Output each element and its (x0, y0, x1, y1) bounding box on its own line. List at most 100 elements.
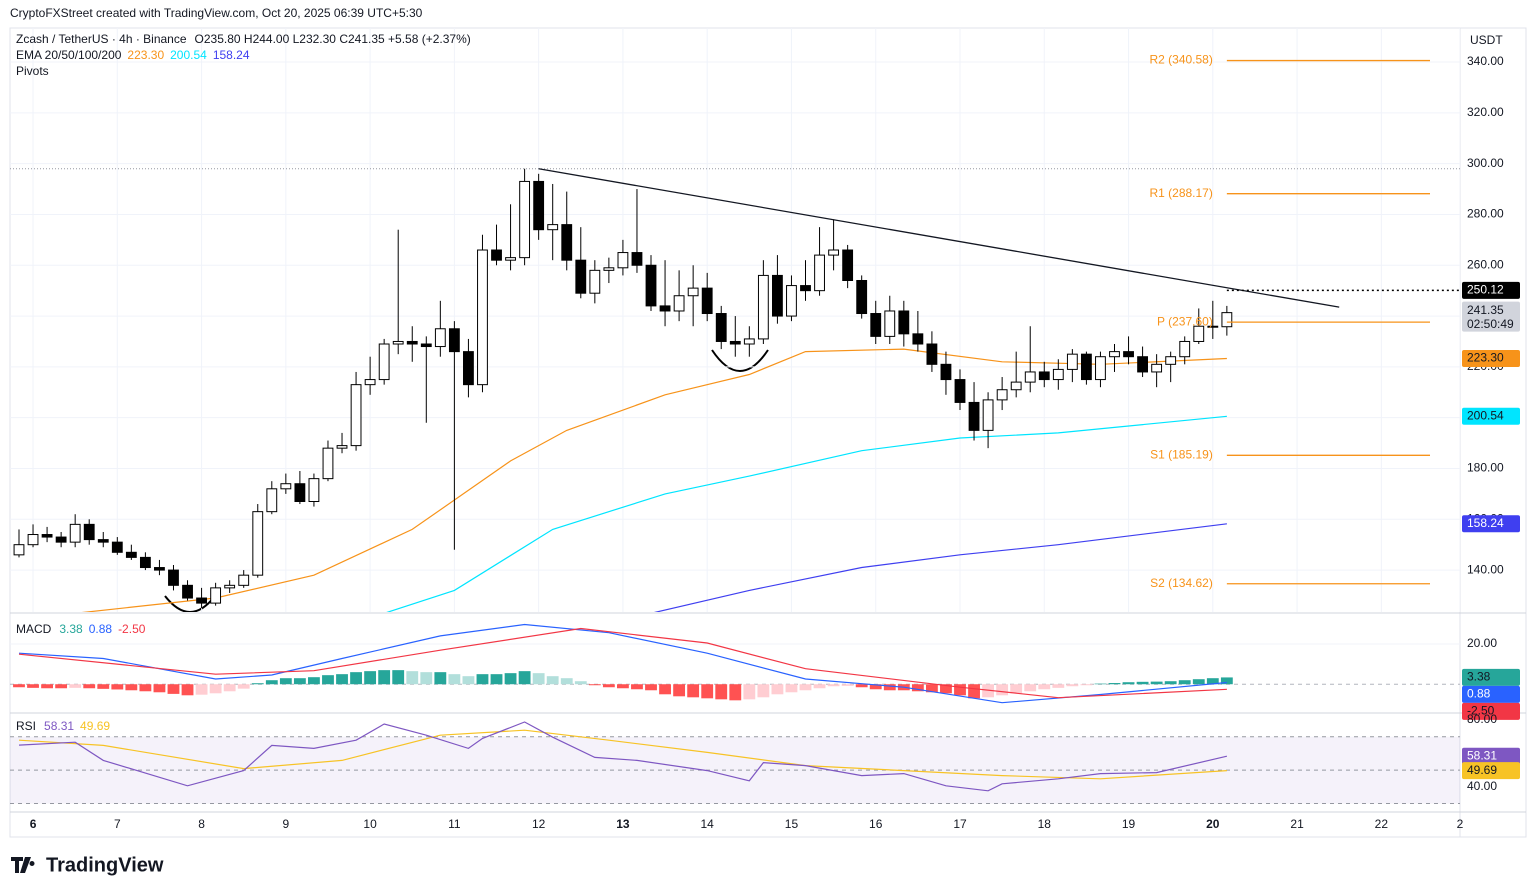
macd-histogram-bar (785, 684, 798, 693)
trendline (538, 168, 1340, 308)
ema-line (81, 348, 1227, 612)
candle-body (463, 351, 474, 386)
rsi-ma-value: 49.69 (1467, 763, 1497, 777)
rsi-ma-value-box (1462, 762, 1520, 780)
macd-value-box (1462, 685, 1520, 703)
candle-body (350, 384, 362, 447)
candle-body (926, 343, 938, 365)
candle-body (378, 343, 390, 381)
macd-histogram-bar (771, 684, 784, 695)
candle-body (617, 252, 629, 269)
currency: USDT (1470, 33, 1503, 47)
candle-body (898, 310, 910, 335)
ohlc: O235.80 H244.00 L232.30 C241.35 +5.58 (+… (195, 32, 471, 46)
macd-histogram-bar (83, 684, 96, 689)
y-tick-label: 340.00 (1467, 54, 1504, 68)
candle-body (968, 401, 980, 431)
macd-tick-label: 20.00 (1467, 636, 1497, 650)
candle-body (224, 584, 236, 589)
candle-body (870, 313, 882, 337)
y-tick-label: 260.00 (1467, 257, 1504, 271)
macd-histogram-bar (954, 684, 966, 696)
x-tick-label: 8 (198, 817, 205, 831)
macd-histogram-bar (827, 684, 840, 687)
legend-rsi: RSI 58.31 49.69 (16, 719, 110, 733)
macd-histogram-bar (490, 674, 503, 685)
macd-histogram-bar (1122, 682, 1135, 685)
candle-body (1066, 353, 1078, 370)
ema-value: 158.24 (1467, 516, 1504, 530)
macd-histogram-bar (448, 674, 461, 685)
y-tick-label: 320.00 (1467, 105, 1504, 119)
rsi-tick-label: 40.00 (1467, 779, 1497, 793)
candle-body (631, 252, 643, 266)
countdown: 02:50:49 (1467, 317, 1514, 331)
macd-histogram-bar (701, 684, 714, 699)
macd-histogram-bar (322, 675, 334, 685)
candle-body (1038, 371, 1050, 381)
candle-body (139, 556, 151, 569)
macd-histogram-bar (251, 683, 264, 685)
candle-body (828, 249, 840, 256)
macd-histogram-bar (715, 684, 728, 700)
level-label-box (1462, 281, 1520, 299)
x-tick-label: 19 (1122, 817, 1136, 831)
ema-value: 223.30 (1467, 351, 1504, 365)
candle-body (547, 224, 559, 231)
y-tick-label: 300.00 (1467, 156, 1504, 170)
legend-pivots: Pivots (16, 64, 49, 78)
x-tick-label: 13 (616, 817, 630, 831)
candle-body (294, 483, 306, 502)
pivot-label: R2 (340.58) (1149, 53, 1212, 67)
logo-text: TradingView (46, 854, 164, 876)
macd-histogram-bar (940, 684, 952, 694)
macd-histogram-bar (659, 684, 671, 695)
rsi-line (18, 721, 1228, 792)
x-tick-label: 20 (1206, 817, 1220, 831)
candle-body (1052, 368, 1064, 381)
candle-body (154, 567, 165, 571)
candle-body (125, 551, 137, 558)
macd-histogram-bar (1206, 678, 1219, 685)
rsi-legend-ma: 49.69 (80, 719, 110, 733)
candle-body (996, 389, 1008, 401)
candle-body (168, 569, 179, 586)
macd-histogram-bar (1192, 679, 1205, 685)
macd-histogram-bar (293, 678, 306, 685)
candle-body (757, 274, 769, 340)
candle-body (477, 249, 488, 386)
macd-histogram-bar (392, 670, 405, 685)
x-tick-label: 15 (785, 817, 799, 831)
ema-value-box (1462, 515, 1520, 533)
candle-body (533, 180, 545, 231)
candle-body (1024, 371, 1036, 383)
macd-histogram-bar (167, 684, 180, 694)
candle-body (1221, 312, 1233, 328)
candle-body (13, 544, 25, 556)
cup-arc (711, 349, 769, 372)
pivot-label: S1 (185.19) (1150, 447, 1213, 461)
macd-histogram-bar (55, 684, 68, 689)
candle-body (280, 483, 292, 490)
logo: TradingView (11, 854, 164, 876)
candle-body (97, 539, 109, 543)
y-tick-label: 140.00 (1467, 562, 1504, 576)
macd-histogram-bar (588, 684, 601, 686)
candle-body (659, 305, 671, 312)
macd-histogram-bar (687, 684, 700, 698)
macd-histogram-bar (279, 678, 292, 685)
macd-histogram-bar (869, 684, 882, 690)
macd-histogram-bar (1066, 684, 1079, 687)
macd-histogram-bar (195, 684, 208, 695)
macd-histogram-bar (434, 672, 447, 685)
macd-histogram-bar (181, 684, 194, 696)
x-tick-label: 14 (701, 817, 715, 831)
candle-body (238, 574, 250, 586)
candle-body (111, 541, 123, 553)
candle-body (1207, 325, 1219, 328)
macd-histogram-bar (532, 673, 545, 685)
macd-histogram-bar (602, 684, 615, 688)
candle-body (505, 257, 516, 261)
rsi-ma-line (18, 729, 1227, 780)
